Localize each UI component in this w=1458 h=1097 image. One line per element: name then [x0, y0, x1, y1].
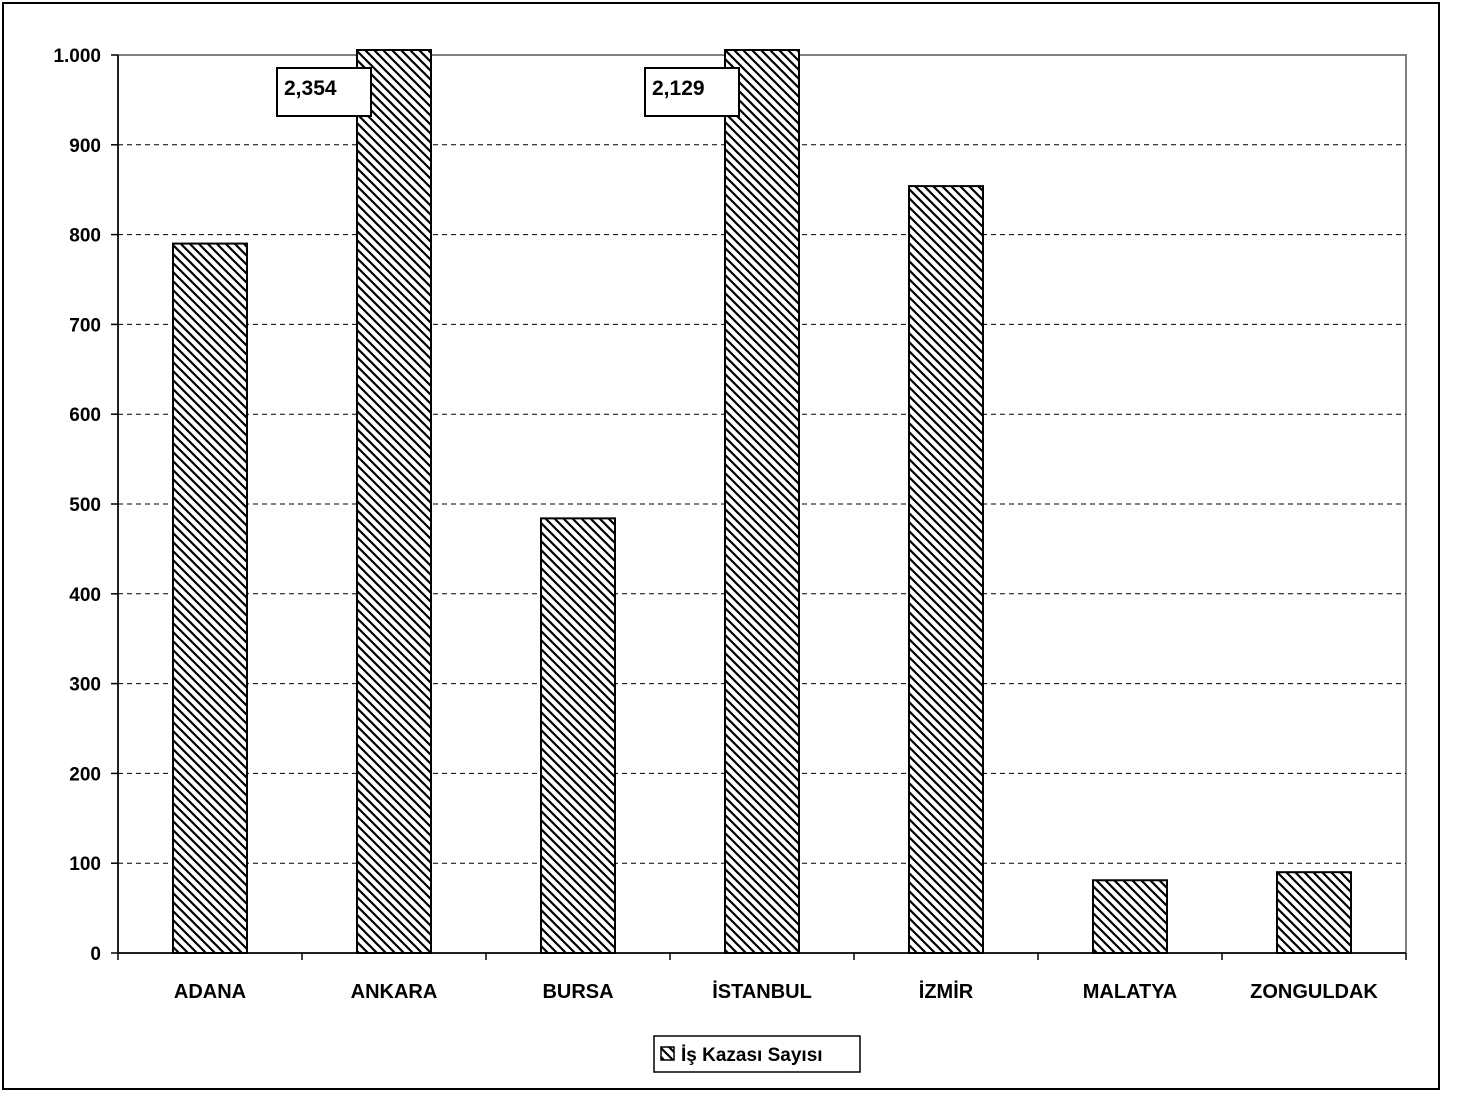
y-tick-label: 500 — [69, 495, 101, 516]
y-tick-label: 400 — [69, 585, 101, 606]
x-tick-label: ZONGULDAK — [1250, 981, 1378, 1003]
legend: İş Kazası Sayısı — [653, 1035, 861, 1073]
bar-malatya — [1092, 879, 1168, 955]
data-label-i̇stanbul: 2,129 — [644, 67, 740, 117]
y-tick-label: 900 — [69, 136, 101, 157]
y-tick-label: 800 — [69, 226, 101, 247]
axes: 0 100 200 300 400 500 600 700 800 900 1.000 ADANA AN… — [53, 46, 1407, 1003]
bars — [172, 49, 1352, 955]
y-tick-label: 1.000 — [53, 46, 101, 67]
x-tick-label: ADANA — [174, 981, 246, 1003]
bar-i̇stanbul — [724, 49, 800, 954]
bar-adana — [172, 242, 248, 954]
data-label-box — [644, 67, 740, 117]
data-label-ankara: 2,354 — [276, 67, 372, 117]
y-tick-label: 700 — [69, 315, 101, 336]
y-tick-label: 200 — [69, 764, 101, 785]
data-label-box — [276, 67, 372, 117]
y-tick-label: 300 — [69, 675, 101, 696]
x-tick-label: ANKARA — [351, 981, 438, 1003]
x-tick-label: İSTANBUL — [712, 980, 812, 1003]
legend-box — [653, 1035, 861, 1073]
x-tick-label: BURSA — [542, 981, 613, 1003]
data-labels: 2,354 2,129 — [276, 67, 740, 117]
data-label-text: 2,129 — [652, 77, 705, 100]
legend-entry: İş Kazası Sayısı — [681, 1045, 823, 1066]
y-tick-label: 0 — [90, 944, 101, 965]
x-tick-label: İZMİR — [919, 980, 974, 1003]
y-tick-label: 100 — [69, 854, 101, 875]
bar-zonguldak — [1276, 871, 1352, 954]
bar-i̇zmi̇r — [908, 185, 984, 955]
y-tick-label: 600 — [69, 405, 101, 426]
bar-bursa — [540, 517, 616, 954]
legend-swatch — [660, 1046, 675, 1061]
x-tick-label: MALATYA — [1083, 981, 1177, 1003]
data-label-text: 2,354 — [284, 77, 337, 100]
bar-ankara — [356, 49, 432, 954]
